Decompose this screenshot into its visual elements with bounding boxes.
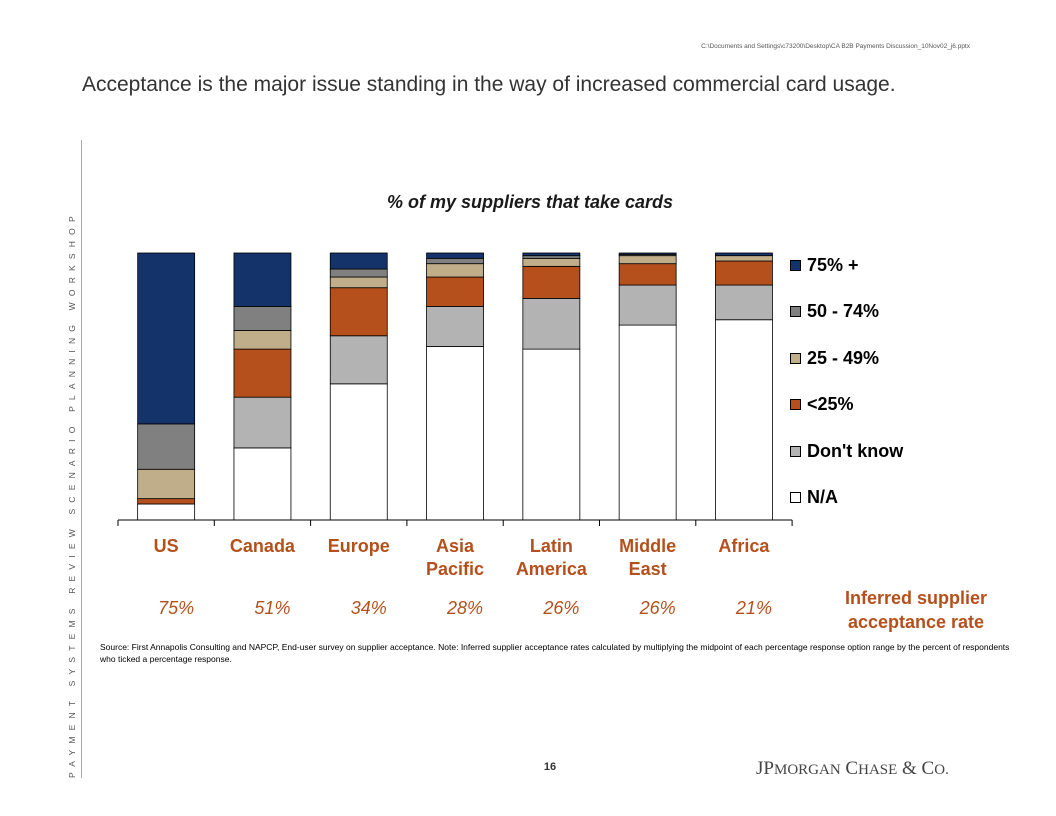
bar-segment: [715, 319, 773, 521]
inferred-rate-label: 21%: [735, 598, 772, 618]
legend-item: <25%: [790, 390, 990, 420]
chart-title: % of my suppliers that take cards: [386, 192, 674, 212]
legend-label: N/A: [807, 487, 838, 507]
legend-swatch: [790, 259, 801, 271]
bar-segment: [233, 447, 292, 521]
bar-segment: [329, 276, 388, 289]
bar-segment: [329, 287, 388, 337]
bar-segment: [426, 305, 484, 347]
legend-item: N/A: [790, 483, 990, 513]
jpmorgan-chase-logo: JPMORGAN CHASE & CO.: [756, 758, 949, 779]
bar-segment: [426, 257, 484, 265]
bar-segment: [715, 260, 773, 286]
bar-segment: [522, 297, 581, 350]
legend-swatch: [790, 306, 801, 317]
inferred-rate-label: 34%: [350, 598, 387, 618]
page-number: 16: [543, 761, 557, 773]
legend-item: 25 - 49%: [790, 343, 990, 373]
bar-segment: [715, 255, 773, 262]
inferred-rate-label: 26%: [543, 598, 580, 618]
legend-label: 25 - 49%: [807, 347, 880, 368]
bar-segment: [426, 346, 484, 521]
bar-segment: [329, 268, 388, 278]
bar-segment: [618, 255, 677, 265]
page-title: Acceptance is the major issue standing i…: [82, 73, 896, 96]
bar-segment: [233, 396, 292, 449]
category-label: Canada: [229, 536, 295, 556]
legend-swatch: [790, 399, 801, 410]
bar-segment: [137, 252, 196, 425]
bar-segment: [137, 498, 196, 505]
legend-label: <25%: [807, 394, 854, 414]
legend-label: 75% +: [807, 254, 859, 275]
legend-item: 50 - 74%: [790, 297, 990, 327]
inferred-rate-label: 51%: [254, 598, 291, 618]
bar-segment: [233, 348, 292, 398]
bar-segment: [329, 252, 388, 270]
bar-segment: [233, 330, 292, 350]
bar-segment: [329, 383, 388, 521]
bar-segment: [137, 423, 196, 470]
bar-segment: [618, 324, 677, 521]
legend-swatch: [790, 352, 801, 364]
bar-segment: [522, 265, 581, 299]
inferred-rate-label: 26%: [639, 598, 676, 618]
bar-segment: [426, 276, 484, 307]
category-label: Asia Pacific: [426, 536, 485, 579]
sidebar-divider: [81, 140, 82, 778]
category-label: Europe: [327, 536, 390, 556]
bar-segment: [522, 257, 581, 267]
file-path: C:\Documents and Settings\c73200\Desktop…: [701, 43, 970, 50]
category-label: US: [153, 536, 179, 556]
bar-segment: [715, 252, 773, 257]
inferred-rate-caption: Inferred supplier acceptance rate: [844, 588, 988, 632]
bar-segment: [522, 252, 581, 257]
legend-item: Don't know: [790, 436, 990, 466]
inferred-rate-label: 28%: [447, 598, 484, 618]
bar-segment: [329, 335, 388, 385]
bar-segment: [426, 263, 484, 278]
bar-segment: [618, 252, 677, 255]
bar-segment: [618, 263, 677, 286]
legend-label: Don't know: [807, 440, 904, 461]
bar-segment: [137, 468, 196, 500]
legend-item: 75% +: [790, 250, 990, 280]
bar-segment: [426, 252, 484, 259]
bar-segment: [233, 252, 292, 307]
bar-segment: [715, 284, 773, 321]
category-label: Africa: [718, 536, 770, 556]
bar-segment: [522, 255, 581, 259]
category-label: Latin America: [515, 536, 587, 579]
legend-swatch: [790, 492, 801, 503]
legend-swatch: [790, 445, 801, 457]
category-label: Middle East: [619, 536, 677, 579]
inferred-rate-label: 75%: [158, 598, 195, 618]
bar-segment: [233, 305, 292, 331]
bar-segment: [618, 284, 677, 326]
source-note: Source: First Annapolis Consulting and N…: [100, 642, 1010, 664]
legend-label: 50 - 74%: [807, 301, 880, 321]
bar-segment: [522, 348, 581, 521]
bar-segment: [137, 503, 196, 521]
